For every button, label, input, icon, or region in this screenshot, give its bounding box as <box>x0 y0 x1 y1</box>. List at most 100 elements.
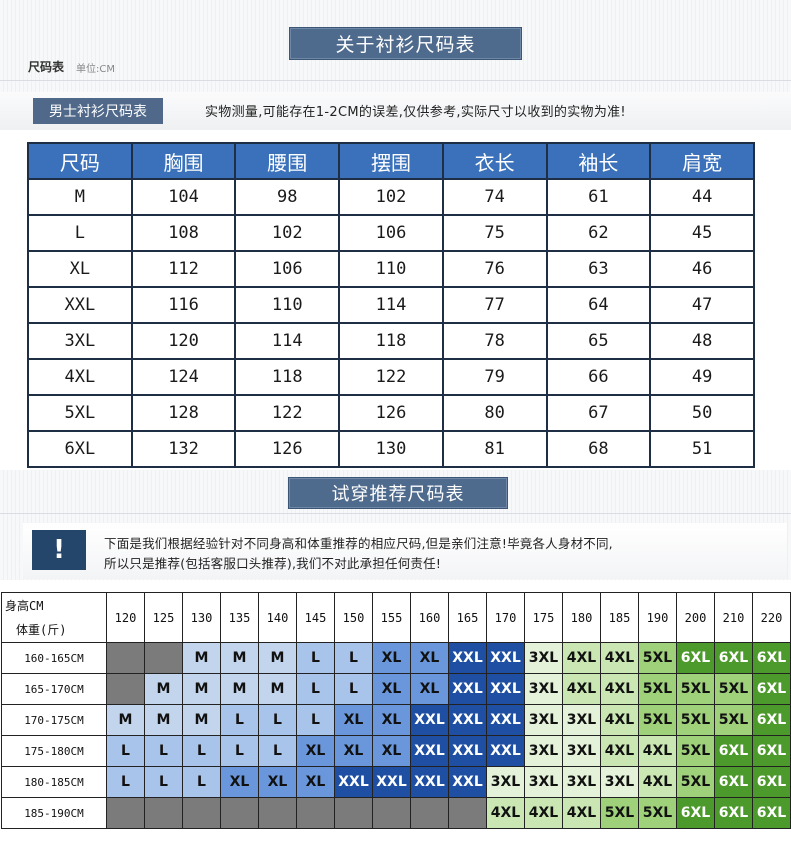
cell-size: 5XL <box>27 394 133 432</box>
empty-cell <box>106 673 145 705</box>
weight-header: 190 <box>638 592 677 643</box>
table-row: L 108 102 106 75 62 45 <box>27 214 755 252</box>
size-cell: M <box>220 642 259 674</box>
size-cell: 3XL <box>524 673 563 705</box>
size-cell: XL <box>334 704 373 736</box>
size-table: 尺码 胸围 腰围 摆围 衣长 袖长 肩宽 M 104 98 102 74 61 44 L 108… <box>27 142 755 468</box>
size-cell: L <box>334 642 373 674</box>
exclamation-icon: ! <box>32 530 86 570</box>
unit-label: 单位:CM <box>76 64 115 75</box>
cell-hem: 106 <box>338 214 444 252</box>
weight-header: 130 <box>182 592 221 643</box>
cell-waist: 110 <box>234 286 341 324</box>
size-cell: 6XL <box>714 642 753 674</box>
cell-sleeve: 63 <box>545 250 652 288</box>
weight-header: 135 <box>220 592 259 643</box>
size-cell: 3XL <box>562 766 601 798</box>
weight-header: 125 <box>144 592 183 643</box>
height-label: 185-190CM <box>1 797 107 829</box>
table-row: 5XL 128 122 126 80 67 50 <box>27 394 755 432</box>
size-cell: L <box>296 704 335 736</box>
size-cell: 3XL <box>486 766 525 798</box>
height-row: 170-175CM M M M L L L XL XL XXL XXL XXL 3XL 3XL 4XL 5XL… <box>1 704 791 736</box>
size-cell: 4XL <box>638 735 677 767</box>
size-cell: L <box>182 735 221 767</box>
weight-header-row: 身高CM 体重(斤) 120 125 130 135 140 145 150 155 160 16… <box>1 592 791 643</box>
empty-cell <box>296 797 335 829</box>
weight-header: 160 <box>410 592 449 643</box>
weight-header: 210 <box>714 592 753 643</box>
cell-hem: 130 <box>338 430 444 468</box>
size-cell: 5XL <box>714 704 753 736</box>
cell-chest: 116 <box>130 286 237 324</box>
empty-cell <box>106 797 145 829</box>
cell-chest: 104 <box>130 178 237 216</box>
size-cell: M <box>144 704 183 736</box>
size-cell: XL <box>372 704 411 736</box>
size-cell: XXL <box>448 673 487 705</box>
size-cell: L <box>296 673 335 705</box>
size-cell: XXL <box>486 642 525 674</box>
size-cell: L <box>334 673 373 705</box>
size-cell: XL <box>372 642 411 674</box>
size-cell: XL <box>372 735 411 767</box>
weight-header: 120 <box>106 592 145 643</box>
empty-cell <box>372 797 411 829</box>
height-label: 170-175CM <box>1 704 107 736</box>
size-cell: M <box>258 642 297 674</box>
table-row: XL 112 106 110 76 63 46 <box>27 250 755 288</box>
cell-sleeve: 65 <box>545 322 652 360</box>
empty-cell <box>334 797 373 829</box>
size-cell: 5XL <box>638 704 677 736</box>
divider <box>0 513 791 514</box>
weight-header: 185 <box>600 592 639 643</box>
size-cell: M <box>182 704 221 736</box>
size-cell: 5XL <box>600 797 639 829</box>
size-cell: 6XL <box>752 797 791 829</box>
cell-sleeve: 64 <box>545 286 652 324</box>
size-cell: L <box>144 766 183 798</box>
height-label: 175-180CM <box>1 735 107 767</box>
size-cell: L <box>106 735 145 767</box>
cell-size: 6XL <box>27 430 133 468</box>
cell-length: 81 <box>441 430 548 468</box>
cell-sleeve: 66 <box>545 358 652 396</box>
size-cell: XL <box>258 766 297 798</box>
empty-cell <box>182 797 221 829</box>
empty-cell <box>448 797 487 829</box>
disclaimer-line-2: 所以只是推荐(包括客服口头推荐),我们不对此承担任何责任! <box>104 556 442 571</box>
empty-cell <box>144 642 183 674</box>
weight-header: 155 <box>372 592 411 643</box>
height-row: 185-190CM 4XL 4XL 4XL 5XL 5XL 6XL 6XL 6XL <box>1 797 791 829</box>
recommend-banner: 试穿推荐尺码表 <box>288 477 508 509</box>
cell-chest: 132 <box>130 430 237 468</box>
size-cell: 6XL <box>714 766 753 798</box>
cell-waist: 118 <box>234 358 341 396</box>
cell-hem: 102 <box>338 178 444 216</box>
cell-sleeve: 62 <box>545 214 652 252</box>
size-cell: 3XL <box>562 704 601 736</box>
header-length: 衣长 <box>441 142 548 180</box>
cell-length: 74 <box>441 178 548 216</box>
size-cell: M <box>182 673 221 705</box>
weight-header: 165 <box>448 592 487 643</box>
weight-header: 200 <box>676 592 715 643</box>
weight-header: 175 <box>524 592 563 643</box>
size-cell: L <box>144 735 183 767</box>
size-cell: XXL <box>486 673 525 705</box>
size-cell: XL <box>220 766 259 798</box>
size-cell: XXL <box>448 735 487 767</box>
disclaimer-box <box>23 523 787 579</box>
size-cell: L <box>220 704 259 736</box>
empty-cell <box>220 797 259 829</box>
table-row: 3XL 120 114 118 78 65 48 <box>27 322 755 360</box>
cell-hem: 126 <box>338 394 444 432</box>
cell-length: 79 <box>441 358 548 396</box>
header-shoulder: 肩宽 <box>649 142 755 180</box>
weight-header: 150 <box>334 592 373 643</box>
cell-shoulder: 49 <box>649 358 755 396</box>
size-cell: XXL <box>448 642 487 674</box>
size-cell: 6XL <box>676 797 715 829</box>
cell-shoulder: 50 <box>649 394 755 432</box>
weight-header: 170 <box>486 592 525 643</box>
